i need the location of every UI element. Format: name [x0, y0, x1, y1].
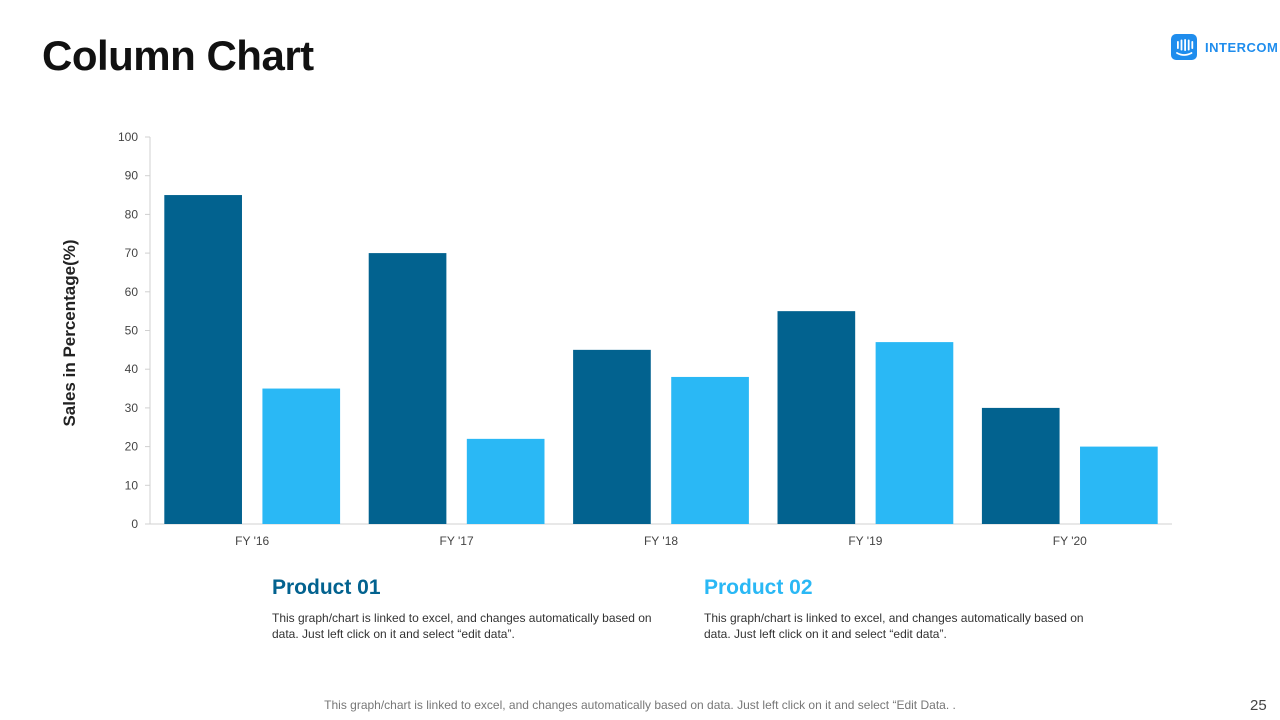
bar-product-01	[981, 407, 1060, 524]
y-tick-label: 10	[125, 478, 139, 492]
y-tick-label: 70	[125, 246, 139, 260]
bar-product-02	[671, 376, 749, 524]
product-01-title: Product 01	[272, 576, 381, 599]
y-tick-label: 50	[125, 324, 139, 338]
y-tick-label: 40	[125, 362, 139, 376]
bar-product-01	[777, 311, 856, 524]
y-tick-label: 60	[125, 285, 139, 299]
x-tick-label: FY '20	[1053, 534, 1087, 548]
intercom-logo-icon	[1171, 34, 1197, 60]
y-tick-label: 30	[125, 401, 139, 415]
column-chart: 0 10 20 30 40 50 60 70 80 90 100 FY '16 FY '17 FY '18…	[118, 130, 1172, 548]
intercom-logo: INTERCOM	[1171, 34, 1278, 60]
bar-product-02	[875, 342, 954, 524]
product-01-description: This graph/chart is linked to excel, and…	[272, 611, 652, 641]
bar-product-02	[1080, 446, 1158, 524]
x-tick-label: FY '17	[440, 534, 474, 548]
footer-note: This graph/chart is linked to excel, and…	[324, 698, 956, 712]
slide-title: Column Chart	[42, 32, 314, 79]
bar-product-02	[466, 438, 545, 524]
x-tick-label: FY '16	[235, 534, 269, 548]
x-tick-label: FY '18	[644, 534, 678, 548]
y-tick-label: 0	[131, 517, 138, 531]
bar-product-01	[164, 195, 242, 525]
y-tick-label: 80	[125, 207, 139, 221]
bar-product-01	[573, 349, 651, 524]
intercom-logo-text: INTERCOM	[1205, 39, 1279, 55]
x-tick-label: FY '19	[848, 534, 882, 548]
y-tick-label: 20	[125, 440, 139, 454]
product-02-description: This graph/chart is linked to excel, and…	[704, 611, 1084, 641]
product-01-legend: Product 01 This graph/chart is linked to…	[272, 576, 652, 642]
page-number: 25	[1250, 697, 1267, 714]
y-tick-label: 100	[118, 130, 138, 144]
bar-product-02	[262, 388, 341, 524]
product-02-legend: Product 02 This graph/chart is linked to…	[704, 576, 1084, 642]
bar-product-01	[368, 253, 447, 524]
product-02-title: Product 02	[704, 576, 813, 599]
y-tick-label: 90	[125, 169, 139, 183]
